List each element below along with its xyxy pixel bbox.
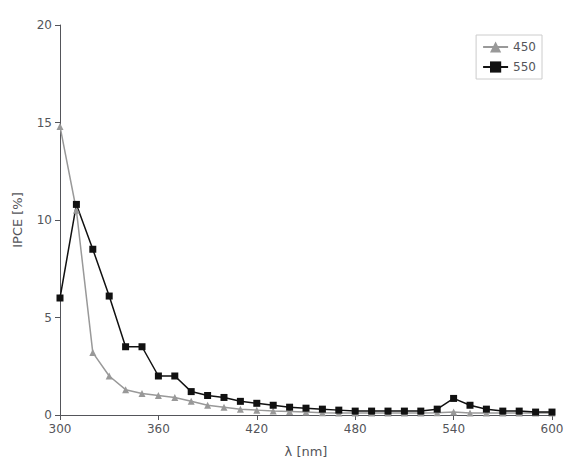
svg-text:5: 5	[44, 311, 52, 325]
svg-text:550: 550	[513, 60, 536, 74]
svg-text:480: 480	[344, 422, 367, 436]
svg-text:15: 15	[37, 116, 52, 130]
svg-text:300: 300	[49, 422, 72, 436]
svg-text:540: 540	[442, 422, 465, 436]
svg-text:10: 10	[37, 213, 52, 227]
svg-text:360: 360	[147, 422, 170, 436]
svg-text:450: 450	[513, 40, 536, 54]
svg-text:420: 420	[245, 422, 268, 436]
svg-text:0: 0	[44, 408, 52, 422]
svg-text:20: 20	[37, 18, 52, 32]
svg-text:IPCE [%]: IPCE [%]	[10, 192, 25, 248]
svg-text:600: 600	[541, 422, 564, 436]
svg-text:λ [nm]: λ [nm]	[285, 444, 328, 459]
